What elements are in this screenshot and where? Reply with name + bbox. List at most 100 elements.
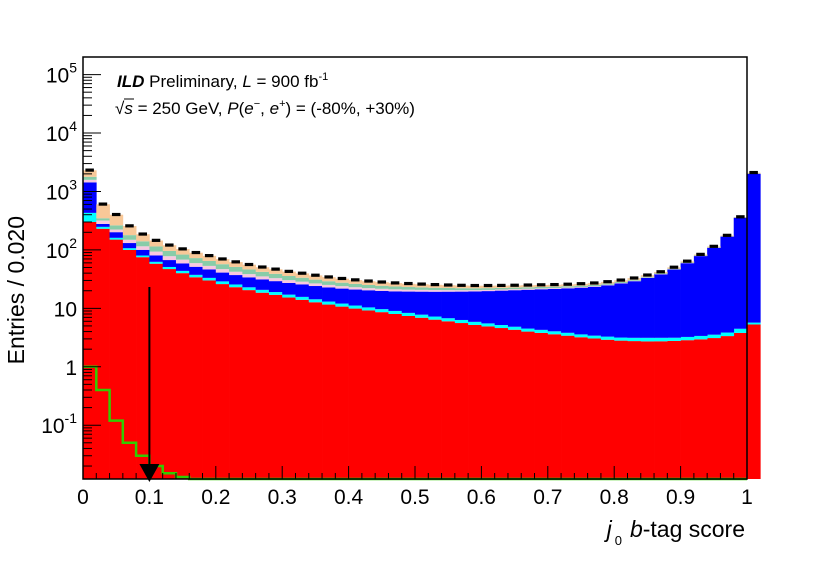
bar-red-15 <box>282 297 296 479</box>
bar-cyan-25 <box>415 314 429 318</box>
total-marker-30 <box>483 283 493 288</box>
bar-cyan-43 <box>654 337 668 342</box>
bar-green-27 <box>441 288 456 291</box>
bar-red-5 <box>149 263 164 479</box>
bar-pink-28 <box>454 290 469 292</box>
bar-blue-18 <box>322 287 336 302</box>
bar-green-40 <box>614 281 628 283</box>
bar-blue-24 <box>401 291 416 313</box>
bar-blue-38 <box>587 286 602 336</box>
bar-green-39 <box>600 283 615 285</box>
bar-orange-13 <box>255 267 270 272</box>
bar-red-36 <box>561 335 575 479</box>
bar-pink-18 <box>322 284 336 288</box>
bar-orange-25 <box>415 284 429 288</box>
bar-cyan-36 <box>561 332 575 336</box>
bar-pink-0 <box>83 179 97 183</box>
bar-cyan-45 <box>680 336 695 341</box>
bar-green-13 <box>255 271 270 277</box>
bar-cyan-31 <box>494 325 509 329</box>
bar-orange-3 <box>122 226 137 236</box>
bar-red-28 <box>454 323 469 479</box>
bar-orange-6 <box>162 245 177 251</box>
total-marker-3 <box>125 224 134 228</box>
bar-cyan-7 <box>175 270 190 274</box>
bar-orange-23 <box>388 283 403 287</box>
total-marker-6 <box>165 243 174 247</box>
bar-green-1 <box>96 218 110 221</box>
bar-green-2 <box>109 225 124 230</box>
bar-green-23 <box>388 286 403 290</box>
bar-cyan-8 <box>189 274 203 278</box>
bar-green-34 <box>534 286 549 289</box>
total-marker-43 <box>656 270 665 274</box>
x-tick-label-4: 0.4 <box>334 486 364 509</box>
annotation-line-1: ILD Preliminary, L = 900 fb-1 <box>117 71 328 91</box>
x-axis-title: j 0 b-tag score <box>604 516 745 548</box>
bar-green-18 <box>322 281 336 285</box>
bar-blue-29 <box>468 291 482 322</box>
bar-green-25 <box>415 287 429 290</box>
bar-pink-1 <box>96 220 110 224</box>
bar-orange-2 <box>109 214 124 226</box>
bar-cyan-11 <box>229 284 243 288</box>
bar-green-4 <box>136 241 150 247</box>
total-marker-17 <box>311 273 320 277</box>
bar-orange-7 <box>175 249 190 255</box>
x-tick-label-2: 0.2 <box>201 486 230 509</box>
bar-red-30 <box>481 326 496 479</box>
y-tick-base-2: 10 <box>54 298 77 321</box>
total-marker-41 <box>629 276 639 280</box>
bar-pink-38 <box>587 286 602 287</box>
x-tick-label-6: 0.6 <box>467 486 496 509</box>
total-marker-32 <box>510 283 519 287</box>
bar-blue-49 <box>733 217 748 329</box>
total-marker-15 <box>284 269 294 273</box>
total-marker-45 <box>682 259 692 263</box>
bar-green-29 <box>468 288 482 291</box>
bar-cyan-18 <box>322 301 336 305</box>
total-marker-31 <box>497 283 506 288</box>
bar-blue-5 <box>149 255 164 262</box>
bar-orange-11 <box>229 262 243 267</box>
bar-green-19 <box>335 282 349 287</box>
bar-pink-36 <box>561 287 575 289</box>
total-marker-39 <box>603 280 612 284</box>
bar-green-9 <box>202 260 217 266</box>
bar-red-13 <box>255 292 270 479</box>
bar-blue-19 <box>335 288 349 304</box>
bar-cyan-39 <box>600 336 615 340</box>
total-marker-28 <box>457 283 466 287</box>
x-tick-label-5: 0.5 <box>400 486 429 509</box>
bar-red-16 <box>295 299 310 479</box>
bar-green-20 <box>348 283 363 288</box>
bar-green-44 <box>667 268 681 270</box>
x-tick-label-10: 1 <box>741 486 753 509</box>
bar-cyan-9 <box>202 277 217 281</box>
bar-red-24 <box>401 315 416 479</box>
bar-pink-33 <box>521 288 535 290</box>
bar-pink-13 <box>255 276 270 280</box>
bar-pink-5 <box>149 251 164 256</box>
total-marker-18 <box>324 275 333 279</box>
bar-cyan-16 <box>295 296 310 300</box>
bar-pink-27 <box>441 290 456 292</box>
bar-cyan-32 <box>507 326 522 330</box>
bar-cyan-27 <box>441 318 456 322</box>
bar-cyan-28 <box>454 319 469 324</box>
bar-red-32 <box>507 329 522 479</box>
bar-blue-47 <box>707 247 721 335</box>
bar-cyan-24 <box>401 312 416 316</box>
bar-green-14 <box>268 273 283 279</box>
bar-cyan-21 <box>361 307 376 311</box>
total-marker-12 <box>244 262 254 267</box>
total-marker-24 <box>404 281 413 286</box>
bar-cyan-50 <box>747 322 761 325</box>
bar-green-31 <box>494 287 509 290</box>
bar-cyan-49 <box>733 328 748 333</box>
bar-green-35 <box>547 286 562 289</box>
bar-red-17 <box>308 302 323 479</box>
bar-pink-12 <box>242 274 256 278</box>
bar-pink-3 <box>122 239 137 244</box>
bar-red-25 <box>415 317 429 479</box>
